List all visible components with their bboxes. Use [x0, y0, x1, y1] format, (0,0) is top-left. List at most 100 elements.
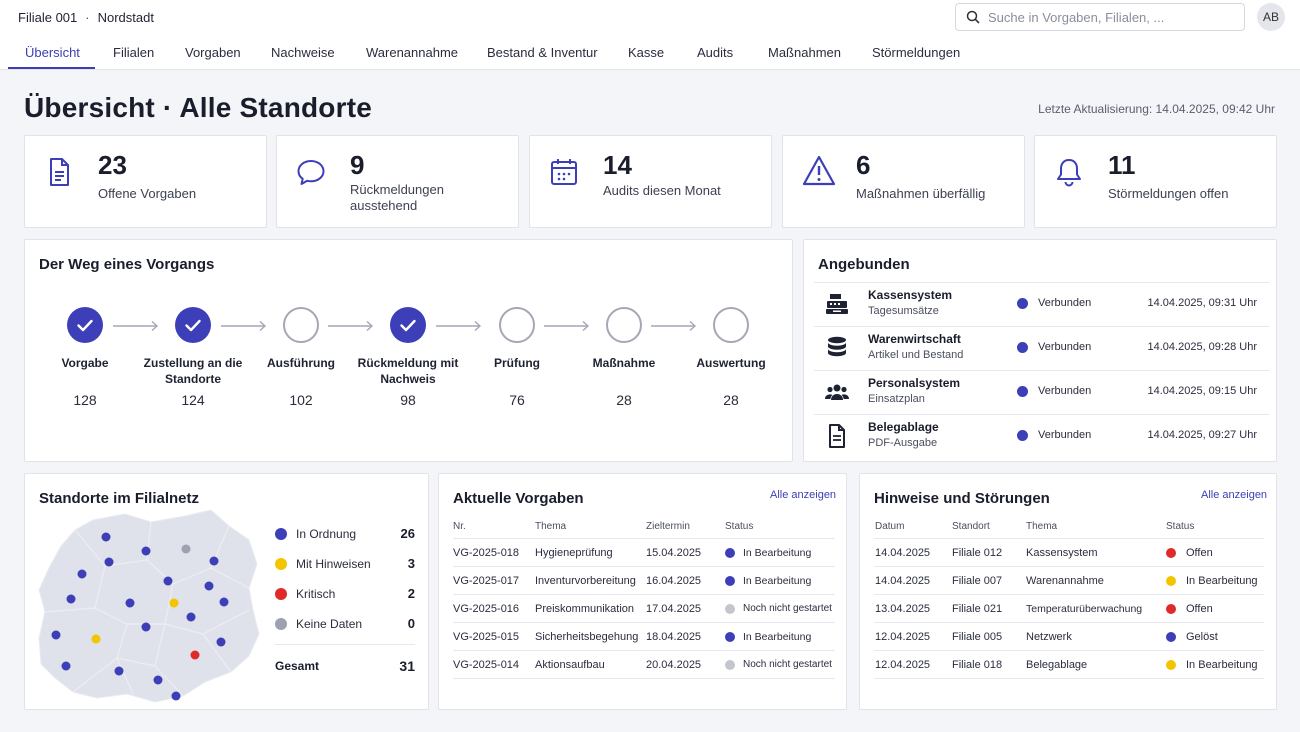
map-marker[interactable] — [216, 637, 226, 647]
map-marker[interactable] — [169, 598, 179, 608]
search-input[interactable] — [988, 9, 1228, 25]
map-marker[interactable] — [219, 597, 229, 607]
map-marker[interactable] — [163, 576, 173, 586]
table-row[interactable]: 12.04.2025 Filiale 005 Netzwerk Gelöst — [874, 623, 1264, 651]
table-row[interactable]: VG-2025-015 Sicherheitsbegehung 18.04.20… — [453, 623, 835, 651]
map-marker[interactable] — [101, 532, 111, 542]
kpi-card-massnahmen[interactable]: 6 Maßnahmen überfällig — [782, 135, 1025, 228]
map-marker[interactable] — [141, 546, 151, 556]
divider — [874, 538, 1264, 539]
cell-topic: Warenannahme — [1026, 575, 1104, 587]
total-label: Gesamt — [275, 659, 320, 673]
table-row[interactable]: 14.04.2025 Filiale 007 Warenannahme In B… — [874, 567, 1264, 595]
tab-uebersicht[interactable]: Übersicht — [25, 45, 80, 60]
kpi-card-audits[interactable]: 14 Audits diesen Monat — [529, 135, 772, 228]
table-row[interactable]: 13.04.2025 Filiale 021 Temperaturüberwac… — [874, 595, 1264, 623]
map-marker[interactable] — [125, 598, 135, 608]
step-label: Rückmeldung mit Nachweis — [357, 356, 459, 386]
status-dot — [1166, 660, 1176, 670]
tab-stoermeldungen[interactable]: Störmeldungen — [872, 45, 961, 60]
legend-dot — [275, 528, 287, 540]
kpi-label: Rückmeldungen ausstehend — [350, 182, 444, 213]
tab-warenannahme[interactable]: Warenannahme — [366, 45, 459, 60]
table-row[interactable]: VG-2025-014 Aktionsaufbau 20.04.2025 Noc… — [453, 651, 835, 679]
connection-row[interactable]: Belegablage PDF-Ausgabe Verbunden 14.04.… — [814, 415, 1269, 459]
cell-status: In Bearbeitung — [743, 575, 812, 587]
map-marker[interactable] — [190, 650, 200, 660]
connection-row[interactable]: Kassensystem Tagesumsätze Verbunden 14.0… — [814, 283, 1269, 327]
directives-card: Aktuelle Vorgaben Alle anzeigen Nr. Them… — [438, 473, 847, 710]
map-marker[interactable] — [153, 675, 163, 685]
search-box[interactable] — [955, 3, 1245, 31]
table-row[interactable]: 12.04.2025 Filiale 018 Belegablage In Be… — [874, 651, 1264, 679]
table-row[interactable]: VG-2025-017 Inventurvorbereitung 16.04.2… — [453, 567, 835, 595]
step-count: 76 — [509, 392, 525, 408]
map-marker[interactable] — [204, 581, 214, 591]
map-marker[interactable] — [209, 556, 219, 566]
kpi-label: Maßnahmen überfällig — [856, 186, 986, 201]
tab-kasse[interactable]: Kasse — [628, 45, 665, 60]
cell-nr: VG-2025-016 — [453, 603, 520, 615]
connection-row[interactable]: Warenwirtschaft Artikel und Bestand Verb… — [814, 327, 1269, 371]
map-marker[interactable] — [51, 630, 61, 640]
connection-sub: PDF-Ausgabe — [868, 437, 938, 449]
connection-status: Verbunden — [1038, 341, 1092, 353]
legend-row-keine-daten[interactable]: Keine Daten 0 — [275, 614, 415, 634]
top-bar: Filiale 001 · Nordstadt AB — [0, 0, 1300, 35]
network-map[interactable] — [35, 506, 260, 706]
locations-card: Standorte im Filialnetz — [24, 473, 429, 710]
cell-site: Filiale 012 — [952, 547, 1003, 559]
show-all-issues-link[interactable]: Alle anzeigen — [1201, 489, 1268, 501]
kpi-card-rueckmeldungen[interactable]: 9 Rückmeldungen ausstehend — [276, 135, 519, 228]
document-icon — [50, 158, 69, 186]
tab-bestand-inventur[interactable]: Bestand & Inventur — [487, 45, 598, 60]
avatar[interactable]: AB — [1257, 3, 1285, 31]
connection-time: 14.04.2025, 09:28 Uhr — [1147, 341, 1257, 353]
step-label: Zustellung an die Standorte — [143, 356, 243, 386]
map-marker[interactable] — [104, 557, 114, 567]
map-regions — [44, 521, 250, 697]
divider — [453, 538, 835, 539]
map-marker[interactable] — [186, 612, 196, 622]
map-marker[interactable] — [77, 569, 87, 579]
kpi-card-offene-vorgaben[interactable]: 23 Offene Vorgaben — [24, 135, 267, 228]
map-marker[interactable] — [141, 622, 151, 632]
legend-dot — [275, 618, 287, 630]
map-marker[interactable] — [61, 661, 71, 671]
tab-audits[interactable]: Audits — [697, 45, 734, 60]
check-icon — [400, 319, 416, 332]
kpi-label: Offene Vorgaben — [98, 186, 197, 201]
table-row[interactable]: VG-2025-016 Preiskommunikation 17.04.202… — [453, 595, 835, 623]
cell-topic: Temperaturüberwachung — [1026, 603, 1143, 615]
connection-row[interactable]: Personalsystem Einsatzplan Verbunden 14.… — [814, 371, 1269, 415]
map-marker[interactable] — [66, 594, 76, 604]
legend-row-in-ordnung[interactable]: In Ordnung 26 — [275, 524, 415, 544]
kpi-value: 23 — [98, 150, 127, 180]
branch-indicator[interactable]: Filiale 001 · Nordstadt — [18, 10, 154, 25]
cell-nr: VG-2025-018 — [453, 547, 520, 559]
status-dot — [1166, 548, 1176, 558]
arrow-icon — [651, 320, 697, 332]
map-marker[interactable] — [114, 666, 124, 676]
tab-nachweise[interactable]: Nachweise — [271, 45, 335, 60]
cell-topic: Sicherheitsbegehung — [535, 631, 639, 643]
map-marker[interactable] — [91, 634, 101, 644]
legend-row-mit-hinweisen[interactable]: Mit Hinweisen 3 — [275, 554, 415, 574]
active-tab-indicator — [8, 67, 95, 69]
step-label: Vorgabe — [61, 356, 109, 370]
map-marker[interactable] — [181, 544, 191, 554]
process-title: Der Weg eines Vorgangs — [39, 256, 215, 273]
step-count: 102 — [289, 392, 313, 408]
tab-filialen[interactable]: Filialen — [113, 45, 155, 60]
table-row[interactable]: 14.04.2025 Filiale 012 Kassensystem Offe… — [874, 539, 1264, 567]
tab-vorgaben[interactable]: Vorgaben — [185, 45, 241, 60]
table-row[interactable]: VG-2025-018 Hygieneprüfung 15.04.2025 In… — [453, 539, 835, 567]
map-marker[interactable] — [171, 691, 181, 701]
tab-massnahmen[interactable]: Maßnahmen — [768, 45, 841, 60]
kpi-card-stoermeldungen[interactable]: 11 Störmeldungen offen — [1034, 135, 1277, 228]
show-all-directives-link[interactable]: Alle anzeigen — [770, 489, 837, 501]
cell-status: In Bearbeitung — [1186, 659, 1258, 671]
map-markers — [51, 532, 229, 701]
cell-date: 13.04.2025 — [875, 603, 931, 615]
legend-row-kritisch[interactable]: Kritisch 2 — [275, 584, 415, 604]
